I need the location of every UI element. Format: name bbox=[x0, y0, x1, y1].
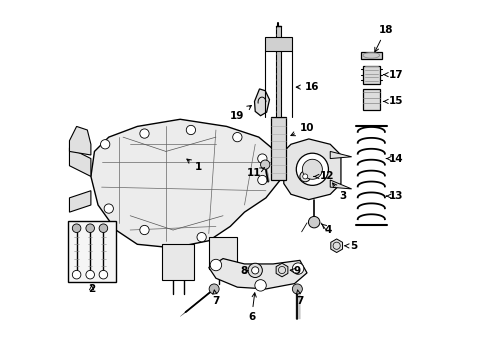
Circle shape bbox=[260, 160, 269, 169]
Polygon shape bbox=[330, 239, 342, 252]
Text: 6: 6 bbox=[247, 293, 256, 322]
Text: 14: 14 bbox=[386, 154, 403, 163]
Circle shape bbox=[232, 132, 242, 142]
Circle shape bbox=[292, 284, 302, 294]
Text: 15: 15 bbox=[383, 96, 403, 107]
Text: 10: 10 bbox=[290, 123, 314, 136]
Polygon shape bbox=[283, 139, 340, 200]
Circle shape bbox=[140, 129, 149, 138]
Polygon shape bbox=[254, 89, 269, 116]
Circle shape bbox=[257, 175, 266, 185]
Polygon shape bbox=[69, 126, 91, 155]
Bar bbox=[67, 221, 116, 282]
Circle shape bbox=[251, 267, 258, 274]
Text: 5: 5 bbox=[344, 241, 356, 251]
Circle shape bbox=[72, 224, 81, 233]
Text: 9: 9 bbox=[289, 266, 300, 276]
Text: 16: 16 bbox=[296, 82, 318, 92]
Polygon shape bbox=[276, 263, 287, 277]
Bar bbox=[275, 26, 281, 117]
Bar bbox=[270, 117, 285, 180]
Text: 2: 2 bbox=[88, 284, 95, 294]
Text: 17: 17 bbox=[383, 69, 403, 80]
Text: 7: 7 bbox=[212, 290, 219, 306]
Polygon shape bbox=[208, 258, 306, 289]
Circle shape bbox=[86, 224, 94, 233]
Circle shape bbox=[302, 174, 307, 179]
Bar bbox=[363, 89, 379, 111]
Text: 3: 3 bbox=[332, 183, 346, 201]
Text: 1: 1 bbox=[186, 159, 202, 172]
Text: 11: 11 bbox=[246, 168, 264, 178]
Text: 13: 13 bbox=[386, 191, 403, 201]
Circle shape bbox=[210, 259, 221, 271]
Text: 12: 12 bbox=[313, 171, 333, 181]
Polygon shape bbox=[329, 180, 351, 189]
Circle shape bbox=[72, 270, 81, 279]
Circle shape bbox=[296, 153, 328, 185]
Circle shape bbox=[292, 263, 303, 274]
Circle shape bbox=[302, 159, 322, 179]
Text: 19: 19 bbox=[230, 105, 251, 121]
Circle shape bbox=[308, 216, 319, 228]
Text: 18: 18 bbox=[374, 25, 392, 52]
Text: 7: 7 bbox=[296, 290, 303, 306]
Bar bbox=[360, 52, 381, 59]
Circle shape bbox=[299, 171, 310, 182]
Text: 4: 4 bbox=[321, 224, 331, 235]
Circle shape bbox=[186, 125, 195, 135]
Circle shape bbox=[99, 270, 107, 279]
Bar bbox=[162, 244, 194, 280]
Circle shape bbox=[197, 233, 206, 242]
Text: 8: 8 bbox=[240, 266, 247, 276]
Circle shape bbox=[104, 204, 113, 213]
Circle shape bbox=[247, 263, 262, 278]
Circle shape bbox=[254, 280, 266, 291]
Bar bbox=[363, 66, 379, 84]
Polygon shape bbox=[264, 37, 292, 51]
Bar bbox=[208, 237, 237, 269]
Circle shape bbox=[257, 154, 266, 163]
Circle shape bbox=[140, 225, 149, 235]
Polygon shape bbox=[69, 148, 91, 176]
Polygon shape bbox=[329, 152, 351, 158]
Circle shape bbox=[101, 140, 110, 149]
Polygon shape bbox=[69, 191, 91, 212]
Circle shape bbox=[209, 284, 219, 294]
Polygon shape bbox=[91, 119, 280, 248]
Circle shape bbox=[86, 270, 94, 279]
Circle shape bbox=[99, 224, 107, 233]
